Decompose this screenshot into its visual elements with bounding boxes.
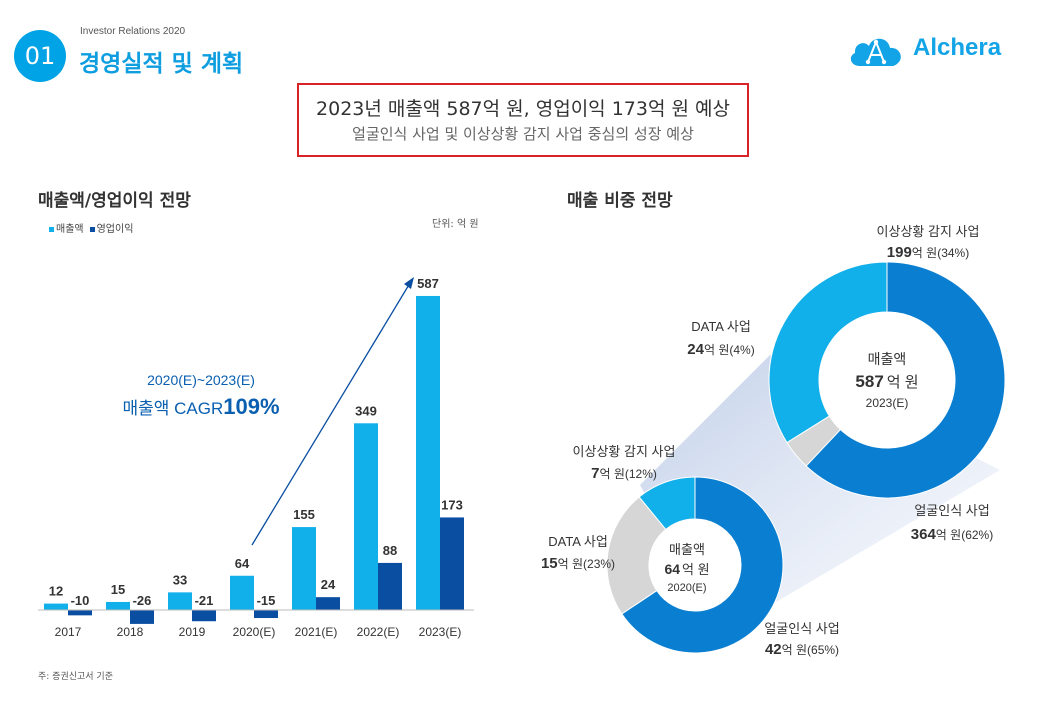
bar-operating-profit xyxy=(68,610,92,616)
data-label-revenue: 587 xyxy=(417,276,439,291)
small-center-title: 매출액 xyxy=(669,542,705,557)
big-label-anomaly-title: 이상상황 감지 사업 xyxy=(877,224,980,239)
legend-item-revenue: 매출액 xyxy=(49,220,84,235)
bar-revenue xyxy=(230,575,254,610)
bar-revenue xyxy=(354,423,378,610)
data-label-revenue: 33 xyxy=(173,572,187,587)
donut-center xyxy=(649,519,741,611)
legend-item-op: 영업이익 xyxy=(89,220,134,235)
bar-revenue xyxy=(416,295,440,610)
data-label-operating-profit: 173 xyxy=(441,497,463,512)
data-label-operating-profit: 88 xyxy=(383,543,397,558)
donut-center xyxy=(819,312,955,448)
small-label-data-value: 15억 원(23%) xyxy=(541,555,615,572)
bar-chart-title: 매출액/영업이익 전망 xyxy=(38,191,191,211)
big-label-data-title: DATA 사업 xyxy=(691,319,751,334)
data-label-operating-profit: -26 xyxy=(133,593,152,608)
donut-chart-title: 매출 비중 전망 xyxy=(567,191,673,211)
big-center-title: 매출액 xyxy=(868,351,907,367)
bar-operating-profit xyxy=(192,610,216,622)
cagr-prefix: 매출액 CAGR xyxy=(122,399,223,418)
x-tick-label: 2022(E) xyxy=(357,625,400,639)
bar-revenue xyxy=(292,527,316,610)
small-label-face-title: 얼굴인식 사업 xyxy=(764,621,839,636)
data-label-operating-profit: -21 xyxy=(195,593,214,608)
cagr-arrow xyxy=(251,282,411,546)
big-center-year: 2023(E) xyxy=(866,396,909,410)
cagr-period: 2020(E)~2023(E) xyxy=(147,372,255,388)
headline-main: 2023년 매출액 587억 원, 영업이익 173억 원 예상 xyxy=(316,98,730,120)
small-label-data-title: DATA 사업 xyxy=(548,534,608,549)
data-label-operating-profit: -10 xyxy=(71,593,90,608)
headline-box: 2023년 매출액 587억 원, 영업이익 173억 원 예상 얼굴인식 사업… xyxy=(297,83,749,157)
data-label-revenue: 155 xyxy=(293,507,315,522)
big-label-data-value: 24억 원(4%) xyxy=(687,341,754,358)
small-label-face-value: 42억 원(65%) xyxy=(765,641,839,658)
x-tick-label: 2019 xyxy=(179,625,206,639)
bar-operating-profit xyxy=(440,517,464,610)
x-tick-label: 2018 xyxy=(117,625,144,639)
footnote: 주: 증권신고서 기준 xyxy=(38,672,113,682)
legend-label-revenue: 매출액 xyxy=(56,224,84,235)
cloud-icon xyxy=(850,38,901,66)
ir-label: Investor Relations 2020 xyxy=(80,26,186,37)
data-label-operating-profit: 24 xyxy=(321,577,336,592)
bar-operating-profit xyxy=(254,610,278,619)
small-label-anomaly-title: 이상상황 감지 사업 xyxy=(573,444,676,459)
cagr-arrowhead xyxy=(404,277,414,289)
bar-chart-legend: 매출액 영업이익 xyxy=(49,220,133,235)
unit-label: 단위: 억 원 xyxy=(432,219,479,230)
data-label-revenue: 12 xyxy=(49,584,63,599)
logo-text: Alchera xyxy=(913,34,1002,61)
section-number-badge: 01 xyxy=(14,30,66,82)
small-center-value: 64 억 원 xyxy=(664,561,709,577)
x-tick-label: 2020(E) xyxy=(233,625,276,639)
cagr-text: 매출액 CAGR109% xyxy=(122,394,279,419)
bar-operating-profit xyxy=(316,597,340,610)
x-tick-label: 2021(E) xyxy=(295,625,338,639)
section-title: 경영실적 및 계획 xyxy=(79,51,244,77)
bar-revenue xyxy=(44,603,68,610)
cagr-value: 109% xyxy=(223,394,279,419)
big-label-face-title: 얼굴인식 사업 xyxy=(914,503,989,518)
data-label-operating-profit: -15 xyxy=(257,593,276,608)
data-label-revenue: 15 xyxy=(111,582,125,597)
small-label-anomaly-value: 7억 원(12%) xyxy=(591,465,657,482)
bar-operating-profit xyxy=(130,610,154,624)
bar-revenue xyxy=(106,601,130,610)
legend-label-op: 영업이익 xyxy=(96,224,134,235)
x-tick-label: 2023(E) xyxy=(419,625,462,639)
x-tick-label: 2017 xyxy=(55,625,82,639)
bar-revenue xyxy=(168,592,192,610)
bar-operating-profit xyxy=(378,562,402,610)
small-center-year: 2020(E) xyxy=(667,582,706,594)
data-label-revenue: 349 xyxy=(355,403,377,418)
data-label-revenue: 64 xyxy=(235,556,250,571)
big-label-anomaly-value: 199억 원(34%) xyxy=(887,244,969,261)
headline-sub: 얼굴인식 사업 및 이상상황 감지 사업 중심의 성장 예상 xyxy=(352,125,694,143)
big-center-value: 587 억 원 xyxy=(855,372,918,391)
alchera-logo xyxy=(850,38,901,66)
big-label-face-value: 364억 원(62%) xyxy=(911,526,993,543)
